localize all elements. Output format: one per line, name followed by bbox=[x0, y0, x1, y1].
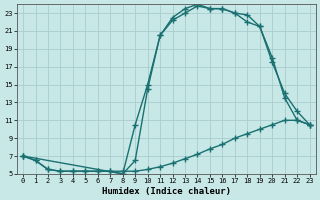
X-axis label: Humidex (Indice chaleur): Humidex (Indice chaleur) bbox=[102, 187, 231, 196]
